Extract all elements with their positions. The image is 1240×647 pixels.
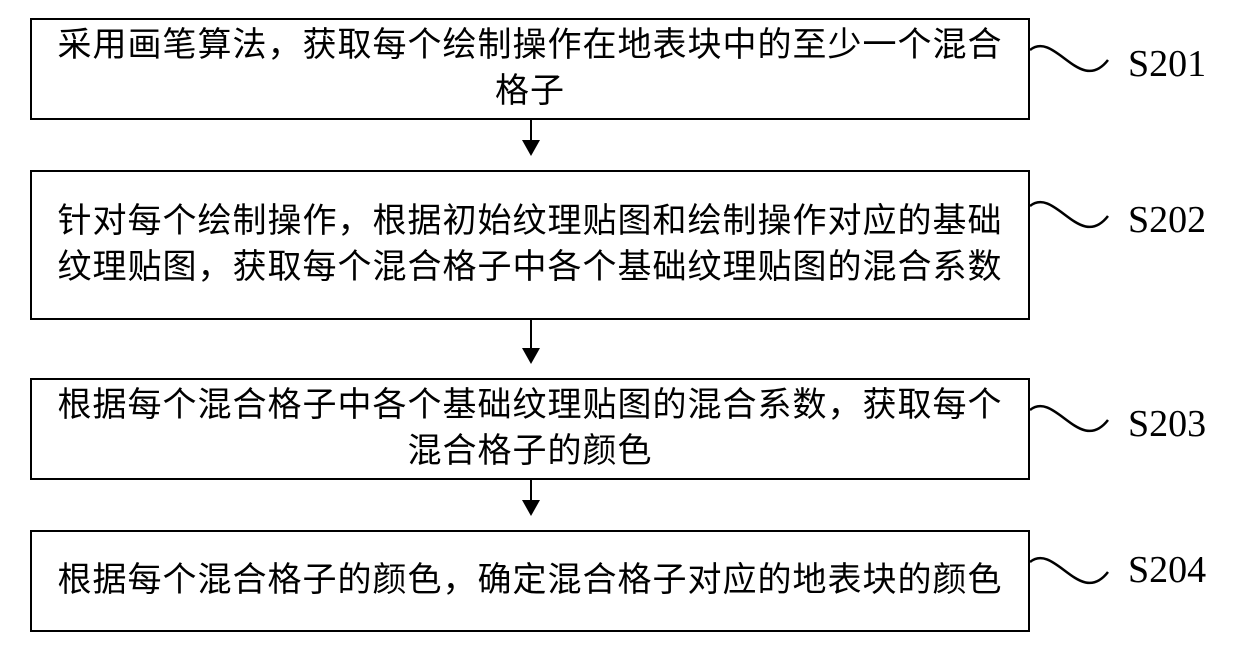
step-connector-squiggle	[0, 0, 1240, 647]
flow-step-label: S204	[1128, 548, 1206, 592]
flowchart-canvas: 采用画笔算法，获取每个绘制操作在地表块中的至少一个混合格子 S201 针对每个绘…	[0, 0, 1240, 647]
connector-path	[1030, 558, 1108, 583]
